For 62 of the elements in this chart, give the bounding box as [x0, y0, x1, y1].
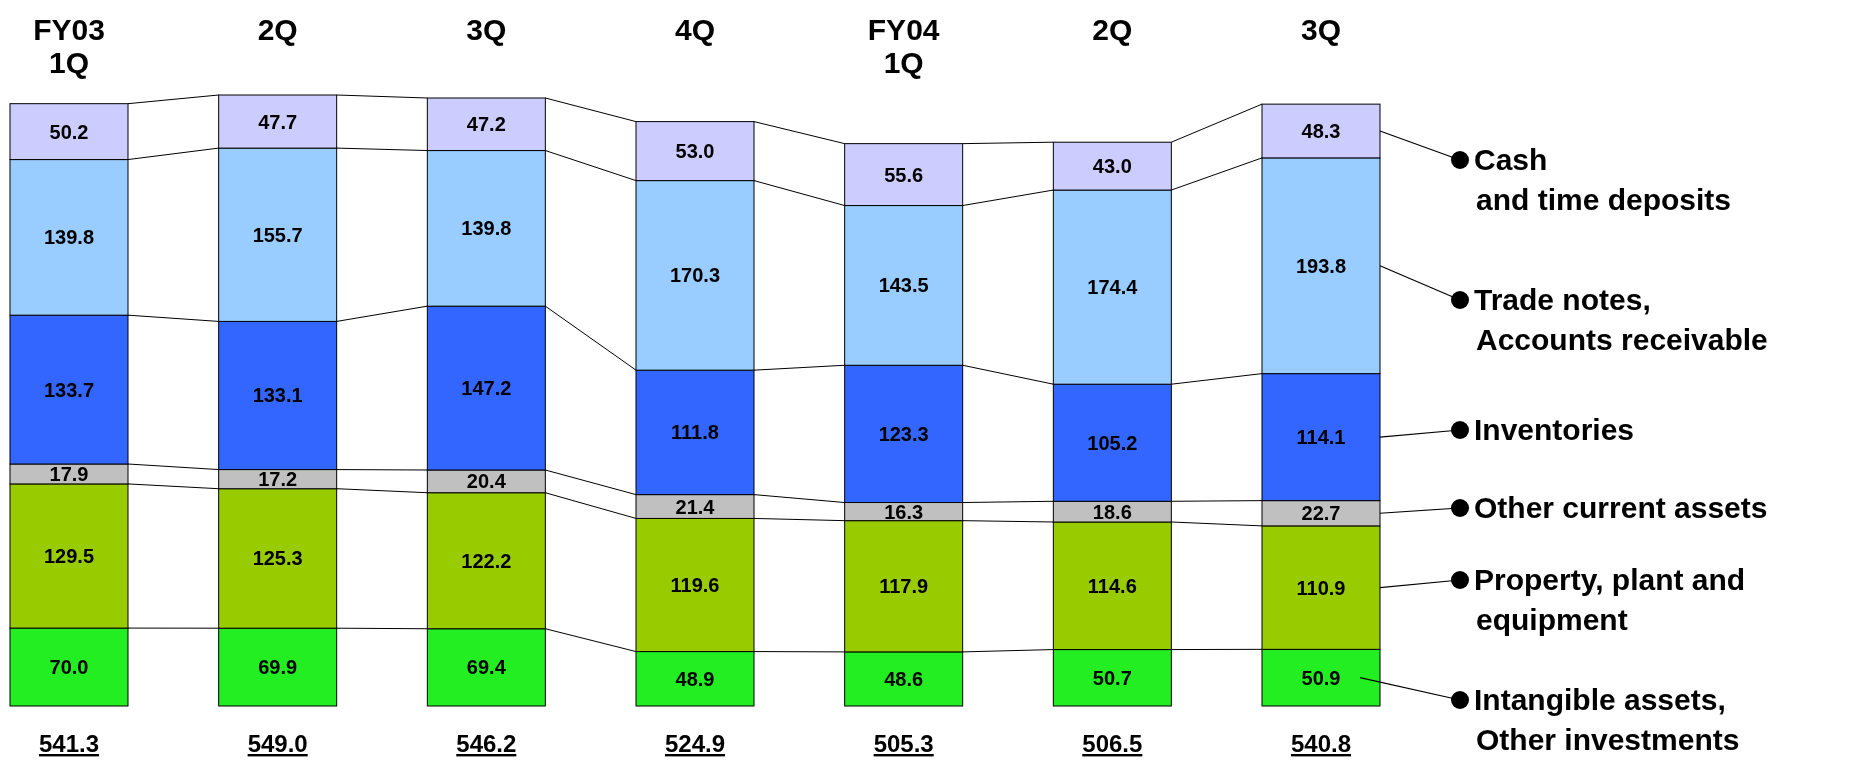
total-label: 524.9 — [664, 730, 726, 757]
data-label: 21.4 — [675, 495, 716, 518]
data-label: 48.6 — [884, 667, 924, 690]
data-label: 48.9 — [675, 667, 715, 690]
data-label: 117.9 — [879, 575, 929, 598]
data-label: 70.0 — [49, 656, 89, 679]
data-label: 114.1 — [1296, 426, 1346, 449]
data-label: 47.7 — [258, 110, 298, 133]
legend-label: Intangible assets, Other investments — [1474, 683, 1740, 756]
total-label: 541.3 — [38, 730, 100, 757]
data-label: 133.7 — [43, 378, 95, 401]
x-tick-label: 4Q — [674, 13, 716, 46]
data-label: 50.2 — [49, 120, 89, 143]
x-tick-label: FY04 1Q — [867, 13, 940, 79]
data-label: 174.4 — [1087, 276, 1139, 299]
data-label: 18.6 — [1092, 500, 1132, 523]
data-label: 147.2 — [461, 377, 512, 400]
data-label: 69.4 — [466, 656, 507, 679]
data-label: 114.6 — [1087, 574, 1137, 597]
data-label: 53.0 — [675, 140, 715, 163]
data-label: 139.8 — [43, 226, 95, 249]
data-label: 17.9 — [49, 462, 89, 485]
data-label: 105.2 — [1087, 431, 1138, 454]
data-label: 143.5 — [878, 274, 929, 297]
legend-label: Other current assets — [1474, 491, 1768, 524]
data-label: 155.7 — [252, 223, 303, 246]
data-label: 50.7 — [1092, 666, 1132, 689]
data-label: 122.2 — [461, 549, 512, 572]
x-tick-label: 3Q — [1300, 13, 1342, 46]
data-label: 47.2 — [466, 113, 506, 136]
data-label: 43.0 — [1092, 155, 1132, 178]
data-label: 110.9 — [1296, 576, 1346, 599]
data-label: 55.6 — [884, 163, 924, 186]
data-label: 50.9 — [1301, 666, 1341, 689]
legend-label: Inventories — [1474, 413, 1635, 446]
total-label: 546.2 — [456, 730, 517, 757]
data-label: 125.3 — [252, 547, 303, 570]
data-label: 170.3 — [669, 264, 721, 287]
total-label: 549.0 — [247, 730, 308, 757]
legend-label: Cash and time deposits — [1474, 143, 1732, 216]
legend-label: Trade notes, Accounts receivable — [1474, 283, 1768, 356]
data-label: 133.1 — [252, 384, 303, 407]
data-label: 69.9 — [258, 656, 298, 679]
x-tick-label: FY03 1Q — [33, 13, 105, 79]
total-label: 506.5 — [1082, 730, 1143, 757]
data-label: 20.4 — [466, 470, 507, 493]
data-label: 48.3 — [1301, 120, 1341, 143]
data-label: 111.8 — [671, 421, 719, 444]
data-label: 139.8 — [461, 217, 512, 240]
x-tick-label: 2Q — [1092, 13, 1133, 46]
data-label: 16.3 — [884, 500, 924, 523]
data-label: 123.3 — [878, 422, 929, 445]
data-label: 17.2 — [258, 468, 298, 491]
legend-label: Property, plant and equipment — [1474, 563, 1746, 636]
total-label: 505.3 — [873, 730, 934, 757]
x-tick-label: 3Q — [466, 13, 507, 46]
data-label: 22.7 — [1301, 502, 1341, 525]
data-label: 119.6 — [670, 574, 720, 596]
total-label: 540.8 — [1290, 730, 1352, 757]
data-label: 129.5 — [43, 545, 95, 568]
data-label: 193.8 — [1295, 254, 1347, 277]
x-tick-label: 2Q — [257, 13, 298, 46]
